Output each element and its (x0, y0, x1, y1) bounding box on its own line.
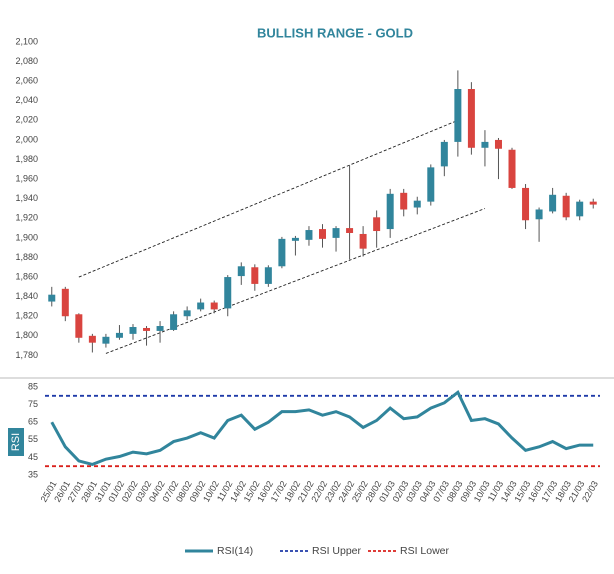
rsi-line (50, 389, 594, 467)
candle-body (129, 327, 137, 334)
y-tick-label: 45 (28, 452, 38, 462)
y-tick-label: 1,780 (15, 350, 38, 360)
y-tick-label: 1,960 (15, 173, 38, 183)
y-label-box (8, 428, 24, 456)
y-tick-label: 2,000 (15, 134, 38, 144)
candle-body (305, 230, 313, 240)
y-tick-label: 55 (28, 434, 38, 444)
candle-body (278, 238, 286, 267)
candle-body (115, 332, 123, 338)
chart-title: BULLISH RANGE - GOLD (257, 25, 413, 40)
candle-body (576, 201, 584, 217)
trend-line (78, 119, 459, 278)
y-tick-label: 1,820 (15, 311, 38, 321)
y-axis-label: RSI (10, 433, 22, 451)
candle-body (156, 326, 164, 331)
candle-body (549, 194, 557, 212)
candle-body (535, 209, 543, 220)
y-tick-label: 65 (28, 417, 38, 427)
candle-body (508, 149, 516, 188)
candle-body (359, 233, 367, 249)
y-tick-label: 2,060 (15, 76, 38, 86)
y-tick-label: 2,080 (15, 56, 38, 66)
y-tick-label: 1,860 (15, 271, 38, 281)
y-tick-label: 2,040 (15, 95, 38, 105)
y-tick-label: 1,880 (15, 252, 38, 262)
candle-body (386, 193, 394, 230)
y-tick-label: 1,840 (15, 291, 38, 301)
y-tick-label: 1,900 (15, 232, 38, 242)
candle-body (224, 277, 232, 309)
candle-body (210, 302, 218, 310)
candle-body (522, 187, 530, 221)
candle-body (562, 195, 570, 218)
candle-body (183, 310, 191, 317)
y-tick-label: 1,800 (15, 330, 38, 340)
candle-body (319, 229, 326, 239)
candle-body (413, 200, 421, 208)
y-tick-label: 1,980 (15, 154, 38, 164)
candle-body (400, 192, 408, 210)
candle-body (427, 167, 435, 202)
candle-body (75, 314, 83, 338)
candle-body (467, 89, 475, 148)
candle-body (494, 139, 502, 149)
legend-label: RSI(14) (217, 545, 253, 557)
y-tick-label: 1,940 (15, 193, 38, 203)
candle-body (88, 335, 96, 343)
candle-body (454, 89, 462, 142)
candle-body (481, 141, 489, 148)
candle-body (197, 302, 205, 310)
y-tick-label: 75 (28, 399, 38, 409)
y-tick-label: 2,100 (15, 36, 38, 46)
candle-body (48, 294, 56, 302)
trend-line (105, 208, 486, 354)
y-tick-label: 1,920 (15, 213, 38, 223)
candle-body (346, 228, 354, 233)
candle-body (251, 267, 259, 284)
candle-body (589, 201, 597, 205)
y-tick-label: 35 (28, 469, 38, 479)
candle-body (291, 237, 299, 241)
y-tick-label: 2,020 (15, 115, 38, 125)
candle-body (170, 314, 178, 330)
candle-body (102, 336, 110, 344)
candle-body (440, 141, 448, 167)
legend-label: RSI Upper (312, 545, 362, 557)
candle-body (373, 217, 381, 232)
candle-body (332, 228, 340, 238)
legend-label: RSI Lower (400, 545, 450, 557)
candle-body (237, 266, 245, 277)
candle-body (264, 267, 272, 284)
y-tick-label: 85 (28, 381, 38, 391)
candle-body (61, 288, 69, 317)
candle-body (143, 327, 151, 331)
